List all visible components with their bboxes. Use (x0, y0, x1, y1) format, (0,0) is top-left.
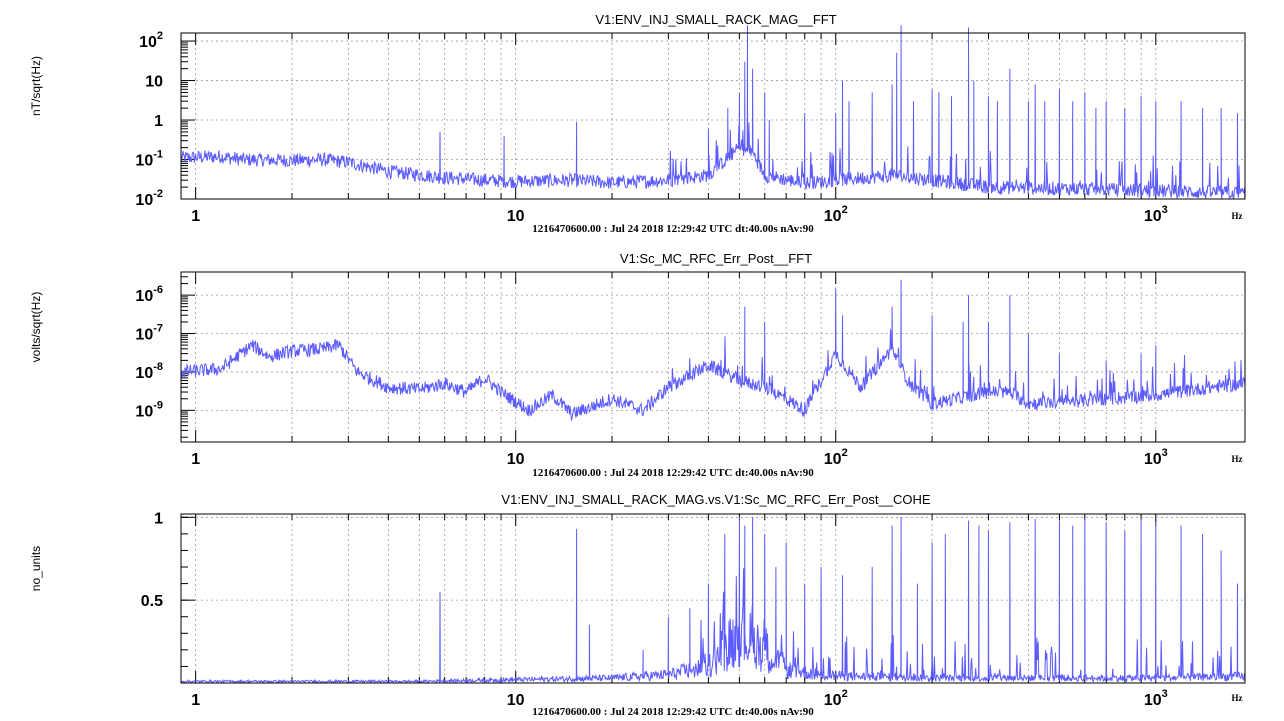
chart-title: V1:Sc_MC_RFC_Err_Post__FFT (620, 251, 812, 266)
series-line (181, 279, 1245, 422)
y-tick-label: 102 (139, 30, 163, 51)
plot-frame (180, 271, 1246, 443)
y-tick-label: 10-8 (135, 361, 163, 382)
y-tick-label: 10-1 (135, 149, 163, 170)
chart-title: V1:ENV_INJ_SMALL_RACK_MAG__FFT (595, 12, 836, 27)
y-tick-label: 10-6 (135, 284, 163, 305)
timestamp-footer: 1216470600.00 : Jul 24 2018 12:29:42 UTC… (532, 223, 814, 235)
plot-frame (180, 513, 1246, 684)
x-tick-label: 1 (191, 692, 200, 709)
x-unit-label: Hz (1232, 693, 1243, 703)
x-tick-label: 102 (824, 204, 848, 225)
x-tick-label: 103 (1144, 447, 1168, 468)
x-tick-label: 1 (191, 451, 200, 468)
y-tick-label: 10 (145, 74, 163, 91)
x-tick-label: 10 (507, 451, 525, 468)
y-tick-label: 1 (154, 113, 163, 130)
chart-title: V1:ENV_INJ_SMALL_RACK_MAG.vs.V1:Sc_MC_RF… (501, 492, 930, 507)
x-tick-label: 102 (824, 447, 848, 468)
timestamp-footer: 1216470600.00 : Jul 24 2018 12:29:42 UTC… (532, 706, 814, 718)
y-tick-label: 10-2 (135, 188, 163, 209)
y-tick-label: 10-9 (135, 399, 163, 420)
y-tick-label: 10-7 (135, 323, 163, 344)
series-line (181, 25, 1245, 199)
x-unit-label: Hz (1232, 211, 1243, 221)
y-tick-label: 1 (154, 510, 163, 527)
chart-panel-2: V1:Sc_MC_RFC_Err_Post__FFT volts/sqrt(Hz)… (29, 251, 1246, 479)
x-unit-label: Hz (1232, 454, 1243, 464)
x-tick-label: 103 (1144, 688, 1168, 709)
chart-panel-3: V1:ENV_INJ_SMALL_RACK_MAG.vs.V1:Sc_MC_RF… (29, 492, 1246, 718)
y-axis-label: no_units (29, 546, 43, 591)
y-axis-label: nT/sqrt(Hz) (29, 56, 43, 116)
grid-lines (180, 271, 1245, 442)
timestamp-footer: 1216470600.00 : Jul 24 2018 12:29:42 UTC… (532, 467, 814, 479)
chart-panel-1: V1:ENV_INJ_SMALL_RACK_MAG__FFT nT/sqrt(Hz… (29, 12, 1246, 235)
x-tick-label: 103 (1144, 204, 1168, 225)
y-axis-label: volts/sqrt(Hz) (29, 292, 43, 363)
x-tick-label: 10 (507, 692, 525, 709)
x-tick-label: 10 (507, 208, 525, 225)
y-tick-label: 0.5 (141, 593, 163, 610)
x-tick-label: 102 (824, 688, 848, 709)
x-tick-label: 1 (191, 208, 200, 225)
series-line (181, 517, 1245, 683)
plot-frame (180, 32, 1246, 200)
